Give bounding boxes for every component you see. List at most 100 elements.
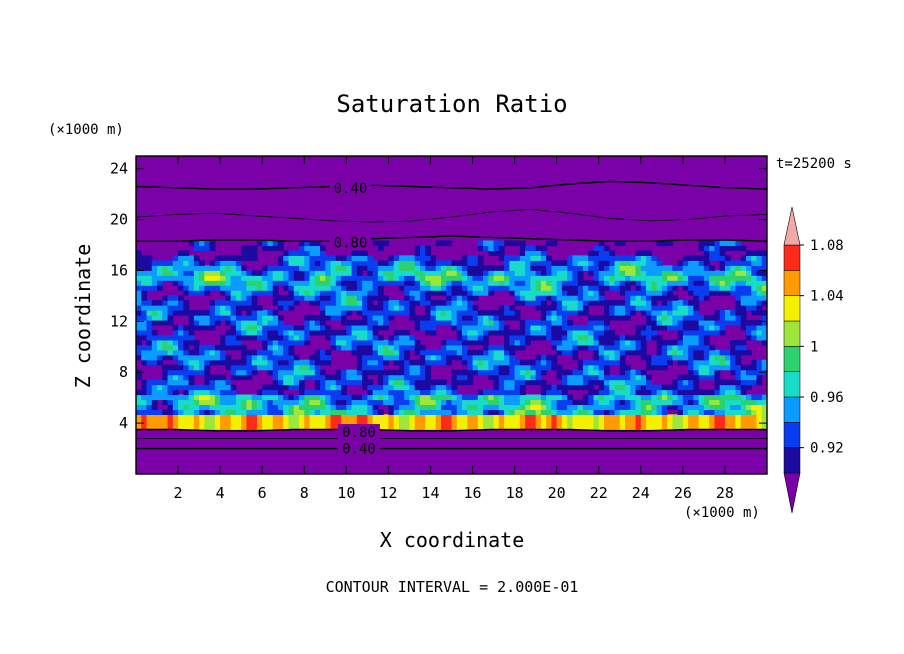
field-cell <box>588 379 595 386</box>
field-cell <box>204 414 211 420</box>
field-cell <box>630 265 637 271</box>
field-cell <box>498 265 505 271</box>
field-cell <box>136 374 142 381</box>
field-cell <box>530 379 537 386</box>
field-cell <box>330 399 337 406</box>
field-cell <box>383 260 389 266</box>
field-cell <box>667 315 673 321</box>
field-cell <box>288 260 295 266</box>
field-cell <box>304 290 311 296</box>
field-cell <box>157 310 163 316</box>
field-cell <box>288 424 295 430</box>
field-cell <box>309 364 316 371</box>
field-cell <box>388 310 395 316</box>
field-cell <box>314 379 321 386</box>
field-cell <box>451 404 458 411</box>
field-cell <box>151 300 158 306</box>
field-cell <box>393 329 400 336</box>
field-cell <box>309 359 316 366</box>
field-cell <box>341 319 347 326</box>
field-cell <box>225 344 232 351</box>
field-cell <box>267 339 274 346</box>
field-cell <box>682 270 689 276</box>
field-cell <box>251 245 258 252</box>
field-cell <box>646 359 652 366</box>
field-cell <box>372 310 379 316</box>
field-cell <box>483 285 489 291</box>
field-cell <box>488 389 495 396</box>
y-axis-label: Z coordinate <box>71 244 95 389</box>
field-cell <box>661 280 668 286</box>
field-cell <box>567 300 574 306</box>
field-cell <box>493 384 500 391</box>
field-cell <box>724 364 731 371</box>
field-cell <box>157 339 163 346</box>
field-cell <box>483 275 489 281</box>
field-cell <box>703 409 710 415</box>
field-cell <box>646 384 652 391</box>
field-cell <box>199 394 205 401</box>
field-cell <box>414 290 421 296</box>
field-cell <box>414 404 421 411</box>
field-cell <box>288 255 295 261</box>
field-cell <box>341 300 347 306</box>
field-cell <box>214 379 221 386</box>
field-cell <box>467 270 474 276</box>
field-cell <box>393 310 400 316</box>
field-cell <box>498 280 505 286</box>
field-cell <box>551 324 558 331</box>
field-cell <box>677 305 684 311</box>
field-cell <box>703 374 710 381</box>
field-cell <box>719 319 726 326</box>
field-cell <box>346 399 353 406</box>
field-cell <box>467 379 474 386</box>
field-cell <box>199 240 205 247</box>
field-cell <box>425 295 432 301</box>
field-cell <box>141 280 148 286</box>
field-cell <box>630 374 637 381</box>
field-cell <box>535 255 542 261</box>
field-cell <box>178 270 184 276</box>
field-cell <box>267 285 274 291</box>
field-cell <box>230 374 237 381</box>
field-cell <box>172 260 179 266</box>
field-cell <box>293 369 300 376</box>
field-cell <box>293 275 300 281</box>
field-cell <box>209 409 216 415</box>
field-cell <box>151 334 158 341</box>
field-cell <box>625 310 631 316</box>
field-cell <box>398 265 405 271</box>
field-cell <box>498 319 505 326</box>
field-cell <box>646 305 652 311</box>
field-cell <box>256 285 263 291</box>
field-cell <box>183 334 190 341</box>
field-cell <box>714 374 721 381</box>
field-cell <box>572 384 579 391</box>
field-cell <box>151 260 158 266</box>
field-cell <box>440 275 447 281</box>
field-cell <box>267 334 274 341</box>
field-cell <box>346 334 353 341</box>
field-cell <box>151 305 158 311</box>
field-cell <box>430 394 437 401</box>
field-cell <box>356 404 363 411</box>
field-cell <box>183 265 190 271</box>
field-cell <box>498 399 505 406</box>
field-cell <box>346 339 353 346</box>
field-cell <box>372 315 379 321</box>
field-cell <box>598 270 605 276</box>
field-cell <box>751 260 758 266</box>
field-cell <box>272 280 279 286</box>
field-cell <box>740 295 747 301</box>
field-cell <box>235 334 242 341</box>
field-cell <box>588 270 595 276</box>
field-cell <box>761 359 767 366</box>
field-cell <box>299 399 305 406</box>
field-cell <box>440 300 447 306</box>
field-cell <box>435 305 442 311</box>
field-cell <box>246 319 253 326</box>
field-cell <box>325 354 332 361</box>
field-cell <box>193 240 200 247</box>
field-cell <box>483 315 489 321</box>
field-cell <box>320 424 326 430</box>
